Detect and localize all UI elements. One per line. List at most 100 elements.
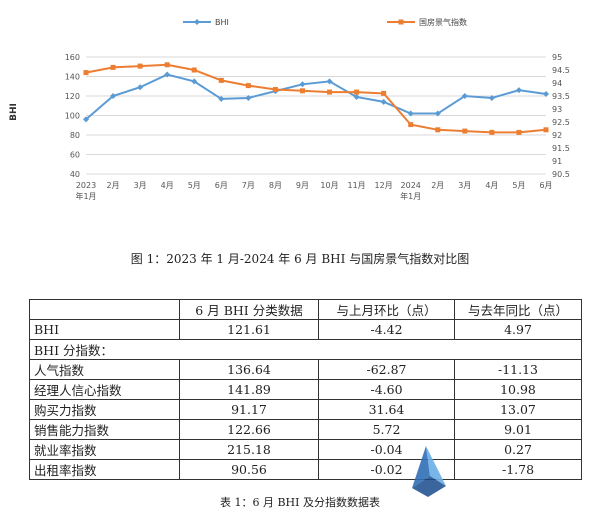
- left-tick-label: 140: [65, 73, 80, 82]
- section-empty-cell: [454, 339, 582, 360]
- data-point: [353, 93, 360, 100]
- cell-value: 5.72: [318, 419, 455, 440]
- cell-value: 141.89: [179, 379, 319, 400]
- cell-value: 10.98: [454, 379, 582, 400]
- data-point: [218, 77, 224, 83]
- data-point: [191, 67, 197, 73]
- cell-value: 122.66: [179, 419, 319, 440]
- header-cell-yoy: 与去年同比（点）: [454, 299, 582, 320]
- data-point: [272, 87, 278, 92]
- cell-value: -4.42: [318, 319, 455, 340]
- legend-marker: [194, 19, 200, 25]
- x-tick-label: 7月: [242, 181, 255, 190]
- legend: BHI 国房景气指数: [183, 17, 467, 27]
- cell-value: 13.07: [454, 399, 582, 420]
- x-tick-label: 12月: [375, 181, 393, 190]
- right-tick-label: 93.5: [552, 92, 570, 101]
- table-row: 出租率指数 90.56 -0.02 -1.78: [29, 459, 582, 480]
- data-point: [543, 91, 549, 98]
- table-row: 人气指数 136.64 -62.87 -11.13: [29, 359, 582, 380]
- table-row: 销售能力指数 122.66 5.72 9.01: [29, 419, 582, 440]
- section-empty-cell: [318, 339, 455, 360]
- data-point: [164, 62, 170, 68]
- data-point: [245, 94, 252, 101]
- x-tick-label: 11月: [347, 181, 365, 190]
- cell-value: 0.27: [454, 439, 582, 460]
- right-tick-label: 92: [552, 131, 562, 140]
- data-point: [354, 89, 360, 95]
- data-point: [299, 88, 305, 94]
- cell-value: 91.17: [179, 399, 319, 420]
- x-tick-label: 5月: [188, 181, 201, 190]
- x-tick-label: 2024: [401, 181, 421, 190]
- x-tick-label: 4月: [485, 181, 498, 190]
- right-tick-label: 91.5: [552, 144, 570, 153]
- data-point: [408, 122, 414, 128]
- row-label: 人气指数: [29, 359, 180, 380]
- x-tick-label: 3月: [458, 181, 471, 190]
- cell-value: 215.18: [179, 439, 319, 460]
- cell-value: 31.64: [318, 399, 455, 420]
- right-tick-label: 90.5: [552, 170, 570, 179]
- data-point: [218, 95, 225, 102]
- data-point: [164, 71, 171, 78]
- table-caption: 表 1：6 月 BHI 及分指数数据表: [219, 496, 380, 509]
- bhi-data-table: 6 月 BHI 分类数据 与上月环比（点） 与去年同比（点） BHI 121.6…: [29, 299, 582, 480]
- row-label: 出租率指数: [29, 459, 180, 480]
- header-cell-june-data: 6 月 BHI 分类数据: [179, 299, 319, 320]
- x-tick-label: 8月: [269, 181, 282, 190]
- left-tick-label: 80: [70, 131, 80, 140]
- row-label: BHI: [29, 319, 180, 340]
- cell-value: 90.56: [179, 459, 319, 480]
- left-axis-label: BHI: [9, 103, 19, 121]
- section-label: BHI 分指数：: [29, 339, 180, 360]
- data-point: [434, 110, 441, 117]
- table-header-row: 6 月 BHI 分类数据 与上月环比（点） 与去年同比（点）: [29, 299, 582, 320]
- right-tick-label: 92.5: [552, 118, 570, 127]
- x-tick-label: 2月: [431, 181, 444, 190]
- header-cell-mom: 与上月环比（点）: [318, 299, 455, 320]
- data-point: [489, 129, 495, 135]
- data-point: [110, 64, 116, 70]
- figure-caption: 图 1：2023 年 1 月-2024 年 6 月 BHI 与国房景气指数对比图: [130, 252, 470, 266]
- data-point: [543, 127, 549, 133]
- x-tick-label: 4月: [161, 181, 174, 190]
- cell-value: 4.97: [454, 319, 582, 340]
- x-tick-label: 3月: [134, 181, 147, 190]
- right-tick-label: 93: [552, 105, 562, 114]
- data-point: [137, 84, 144, 91]
- legend-marker: [398, 19, 404, 25]
- right-tick-label: 94.5: [552, 66, 570, 75]
- left-tick-label: 60: [70, 151, 80, 160]
- data-point: [191, 78, 198, 85]
- data-point: [407, 110, 414, 117]
- left-axis-ticks: 40 60 80 100 120 140 160: [65, 53, 80, 179]
- table-row: BHI 121.61 -4.42 4.97: [29, 319, 582, 340]
- right-tick-label: 94: [552, 79, 562, 88]
- section-empty-cell: [179, 339, 319, 360]
- x-tick-label: 2月: [107, 181, 120, 190]
- legend-label: BHI: [215, 18, 229, 27]
- x-tick-label: 6月: [215, 181, 228, 190]
- line-chart: 40 60 80 100 120 140 160 90.5 91 91.5 92 92.5 93 93.…: [9, 17, 570, 201]
- section-row: BHI 分指数：: [29, 339, 582, 360]
- right-axis-ticks: 90.5 91 91.5 92 92.5 93 93.5 94 94.5 95: [552, 53, 570, 179]
- series-lines: [83, 62, 549, 135]
- series-line-bhi: [85, 73, 547, 121]
- data-point: [83, 116, 89, 123]
- x-tick-label: 10月: [320, 181, 338, 190]
- row-label: 购买力指数: [29, 399, 180, 420]
- cell-value: 9.01: [454, 419, 582, 440]
- table-row: 就业率指数 215.18 -0.04 0.27: [29, 439, 582, 460]
- left-tick-label: 120: [65, 92, 80, 101]
- data-point: [435, 127, 441, 133]
- cell-value: -11.13: [454, 359, 582, 380]
- data-point: [381, 90, 387, 96]
- header-cell-empty: [29, 299, 180, 320]
- data-point: [299, 81, 306, 88]
- row-label: 销售能力指数: [29, 419, 180, 440]
- data-point: [488, 94, 495, 101]
- x-tick-label: 2023: [76, 181, 96, 190]
- x-tick-label: 6月: [539, 181, 552, 190]
